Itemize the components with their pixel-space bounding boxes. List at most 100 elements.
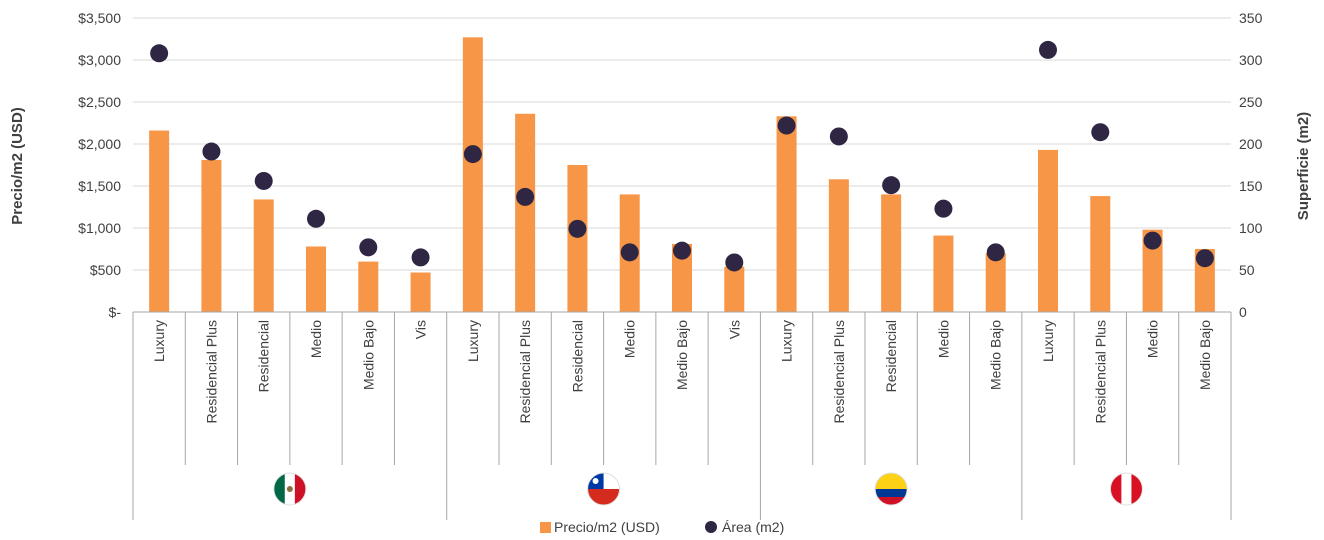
data-point: [202, 142, 221, 161]
category-label: Medio Bajo: [1197, 320, 1213, 390]
data-point: [986, 243, 1005, 262]
data-point: [411, 248, 430, 267]
data-point: [829, 127, 848, 146]
category-label: Medio Bajo: [988, 320, 1004, 390]
y-axis-right-title: Superficie (m2): [1295, 112, 1312, 220]
y-right-tick-label: 50: [1239, 262, 1255, 278]
category-label: Residencial: [569, 320, 585, 392]
category-label: Residencial Plus: [517, 320, 533, 424]
data-point: [568, 219, 587, 238]
category-label: Luxury: [151, 320, 167, 362]
bar: [1142, 229, 1163, 312]
flag-outline: [273, 472, 307, 506]
bar: [828, 179, 849, 312]
category-label: Medio: [1145, 320, 1161, 358]
data-point: [254, 171, 273, 190]
bar: [672, 243, 692, 312]
category-label: Residencial Plus: [203, 320, 219, 424]
bar-series: [149, 37, 1215, 312]
chile-flag: [587, 472, 621, 506]
bar: [515, 113, 536, 312]
scatter-series: [150, 40, 1214, 272]
legend-bar-label: Precio/m2 (USD): [554, 519, 660, 535]
bar: [149, 130, 170, 312]
data-point: [673, 241, 691, 260]
y-left-tick-label: $-: [109, 304, 122, 320]
data-point: [1039, 40, 1057, 59]
y-right-tick-label: 350: [1239, 10, 1263, 26]
category-label: Vis: [726, 320, 742, 339]
flag-stripe: [1110, 473, 1122, 505]
flag-stripe: [1121, 473, 1132, 505]
category-label: Luxury: [465, 320, 481, 362]
bar: [306, 246, 326, 312]
bar: [358, 261, 379, 312]
bar: [776, 116, 797, 312]
y-right-tick-label: 0: [1239, 304, 1247, 320]
category-label: Residencial: [256, 320, 272, 392]
gridlines: [133, 17, 1231, 271]
data-point: [516, 187, 535, 206]
bar: [567, 165, 588, 312]
category-label: Luxury: [1040, 320, 1056, 362]
data-point: [725, 253, 744, 272]
bar: [1038, 149, 1058, 312]
y-right-tick-label: 300: [1239, 52, 1263, 68]
flag-outline: [874, 472, 908, 506]
y-left-tick-label: $2,000: [78, 136, 121, 152]
y-right-tick-label: 250: [1239, 94, 1263, 110]
flag-stripe: [875, 489, 908, 497]
data-point: [1143, 231, 1162, 250]
data-point: [1091, 123, 1110, 142]
y-left-tick-label: $500: [90, 262, 121, 278]
y-left-tick-label: $1,500: [78, 178, 121, 194]
category-label: Vis: [413, 320, 429, 339]
colombia-flag: [874, 472, 908, 506]
left-axis: $- $500 $1,000 $1,500 $2,000 $2,500 $3,000 $3,5…: [78, 10, 121, 320]
x-axis: Luxury Residencial Plus Residencial Medio Me…: [132, 311, 1232, 520]
flag-stripe: [875, 473, 908, 489]
bar: [201, 159, 222, 312]
legend-point-swatch: [705, 521, 717, 533]
data-point: [359, 238, 378, 257]
bar: [253, 199, 274, 312]
bar: [1090, 196, 1111, 312]
category-label: Residencial: [883, 320, 899, 392]
bar: [462, 37, 483, 312]
y-right-tick-label: 150: [1239, 178, 1263, 194]
legend: Precio/m2 (USD) Área (m2): [540, 519, 784, 535]
data-point: [620, 243, 639, 262]
data-point: [777, 116, 796, 135]
flag-stripe: [294, 473, 306, 505]
category-label: Medio: [308, 320, 324, 358]
flag-emblem: [286, 486, 293, 492]
flag-star: [592, 478, 599, 484]
right-axis: 0 50 100 150 200 250 300 350: [1239, 10, 1263, 320]
y-right-tick-label: 200: [1239, 136, 1263, 152]
flag-stripe: [587, 489, 620, 505]
y-axis-left-title: Precio/m2 (USD): [9, 107, 26, 225]
bar: [410, 272, 431, 312]
data-point: [463, 145, 482, 164]
bar: [881, 194, 902, 312]
mexico-flag: [273, 472, 307, 506]
mexico-flag-body: [273, 473, 306, 505]
data-point: [882, 176, 901, 195]
category-label: Residencial Plus: [1092, 320, 1108, 424]
category-label: Luxury: [779, 320, 795, 362]
y-right-tick-label: 100: [1239, 220, 1263, 236]
category-label: Medio: [622, 320, 638, 358]
bar: [724, 266, 745, 312]
country-flags: [273, 472, 1143, 506]
flag-outline: [587, 472, 621, 506]
y-left-tick-label: $3,000: [78, 52, 121, 68]
y-left-tick-label: $3,500: [78, 10, 121, 26]
flag-stripe: [875, 497, 908, 505]
data-point: [150, 44, 169, 63]
flag-stripe: [1131, 473, 1143, 505]
category-label: Medio Bajo: [360, 320, 376, 390]
colombia-flag-body: [875, 473, 908, 505]
flag-outline: [1109, 472, 1143, 506]
bar: [985, 253, 1006, 312]
